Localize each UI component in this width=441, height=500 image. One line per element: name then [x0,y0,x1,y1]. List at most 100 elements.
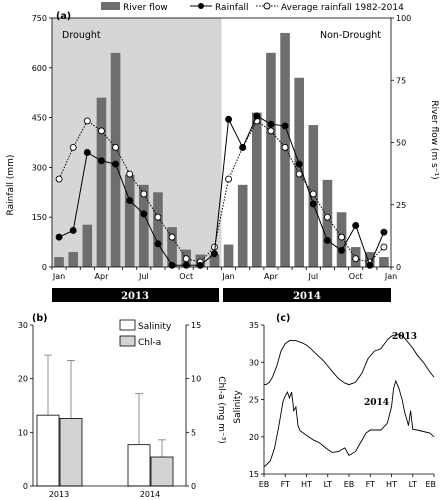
rainfall-point [253,112,261,120]
right-ytick-label: 0 [396,263,401,272]
legend-chla-swatch [119,335,136,347]
left-ytick-label: 600 [32,64,47,73]
b-left-ytick-label: 30 [18,321,28,330]
curve-label-2014: 2014 [364,398,389,408]
b-right-ytick-label: 15 [191,321,201,330]
river-flow-bar [237,184,248,267]
avg-rainfall-point [352,255,360,263]
drought-annotation: Drought [62,30,101,41]
rainfall-point [352,222,360,229]
c-ytick-label: 30 [249,358,259,367]
xtick-label: Apr [264,272,279,281]
c-xtick-label: EB [425,480,436,489]
rainfall-point [225,115,233,123]
avg-rainfall-point [380,243,388,251]
rainfall-point [210,250,218,258]
panel-a-label: (a) [56,11,71,22]
right-ytick-label: 100 [396,14,411,23]
panel-a-left-ylabel: Rainfall (mm) [6,155,16,216]
rainfall-point [239,144,247,151]
rainfall-point [69,227,77,234]
non-drought-annotation: Non-Drought [320,30,381,41]
b-right-ytick-label: 0 [191,482,196,491]
avg-rainfall-point [154,213,162,221]
avg-rainfall-point [83,117,91,125]
rainfall-point [366,261,374,269]
c-ytick-label: 35 [249,321,259,330]
river-flow-bar [167,227,177,267]
legend-avg-marker [263,2,271,10]
rainfall-point [267,120,275,128]
avg-rainfall-point [309,190,317,198]
river-flow-bar [139,184,149,267]
avg-rainfall-point [112,144,120,151]
legend-river-flow-label: River flow [123,3,168,13]
panel-b-label: (b) [32,313,47,324]
left-ytick-label: 750 [32,14,47,23]
right-ytick-label: 25 [396,201,406,210]
xtick-label: Apr [95,272,110,281]
rainfall-point [323,236,331,244]
xtick-label: Oct [179,272,193,281]
salinity-bar [127,444,151,487]
river-flow-bar [379,257,389,267]
river-flow-bar [96,97,107,268]
c-ytick-label: 25 [249,396,259,405]
avg-rainfall-point [97,127,105,135]
avg-rainfall-line [58,120,385,263]
xtick-label: Jan [221,272,234,281]
rainfall-point [295,160,303,168]
river-flow-bar [124,174,135,267]
right-ytick-label: 75 [396,76,406,85]
river-flow-bar [82,224,93,267]
rainfall-point [55,233,63,241]
legend-salinity-label: Salinity [138,322,172,332]
rainfall-point [168,261,176,269]
panel-b-bars: 2013 2014 [36,354,174,499]
c-xtick-label: LT [409,480,417,489]
c-xtick-label: FT [281,480,290,489]
c-xtick-label: HT [386,480,397,489]
avg-rainfall-point [69,144,77,151]
year-bar-2013 [52,288,219,302]
rainfall-point [140,210,148,218]
river-flow-bar [266,52,276,267]
xtick-label: Jan [384,272,397,281]
b-left-ytick-label: 20 [18,375,28,384]
panel-b-right-ylabel: Chl-a (mg m⁻³) [216,376,226,444]
river-flow-bar [322,179,333,267]
b-right-ytick-label: 5 [191,428,196,437]
rainfall-point [182,261,190,269]
panel-c: 15 20 25 30 35 EB FT HT LT EB FT HT LT EB (c) Salinit… [233,313,436,489]
chla-bar [59,417,83,487]
legend-avg-label: Average rainfall 1982-2014 [281,3,404,13]
legend-rainfall-label: Rainfall [215,3,248,13]
c-xtick-label: EB [259,480,270,489]
river-flow-bar [209,254,220,267]
c-ytick-label: 20 [249,433,259,442]
avg-rainfall-point [281,144,289,151]
avg-rainfall-point [267,127,275,135]
b-left-ytick-label: 10 [18,428,28,437]
xtick-label: Oct [349,272,363,281]
right-ytick-label: 50 [396,139,406,148]
river-flow-bar [252,112,262,268]
curve-label-2013: 2013 [392,332,417,342]
drought-shading [52,18,222,267]
river-flow-bar [110,52,121,267]
xtick-label: Jul [138,272,149,281]
river-flow-bar [153,192,163,267]
rainfall-point [281,122,289,130]
avg-rainfall-point [126,170,134,178]
year-bar-2013-label: 2013 [121,291,149,302]
salinity-line-2013 [264,334,435,386]
b-right-ytick-label: 10 [191,375,201,384]
rainfall-point [380,228,388,236]
legend-rainfall-marker [198,3,204,9]
panel-a-axes: 0 150 300 450 600 750 0 25 50 75 100 Jan Apr Jul Oct Ja… [32,14,412,281]
avg-rainfall-point [140,190,148,198]
rainfall-point [196,261,204,269]
rainfall-point [154,240,162,248]
category-label: 2014 [140,490,160,499]
